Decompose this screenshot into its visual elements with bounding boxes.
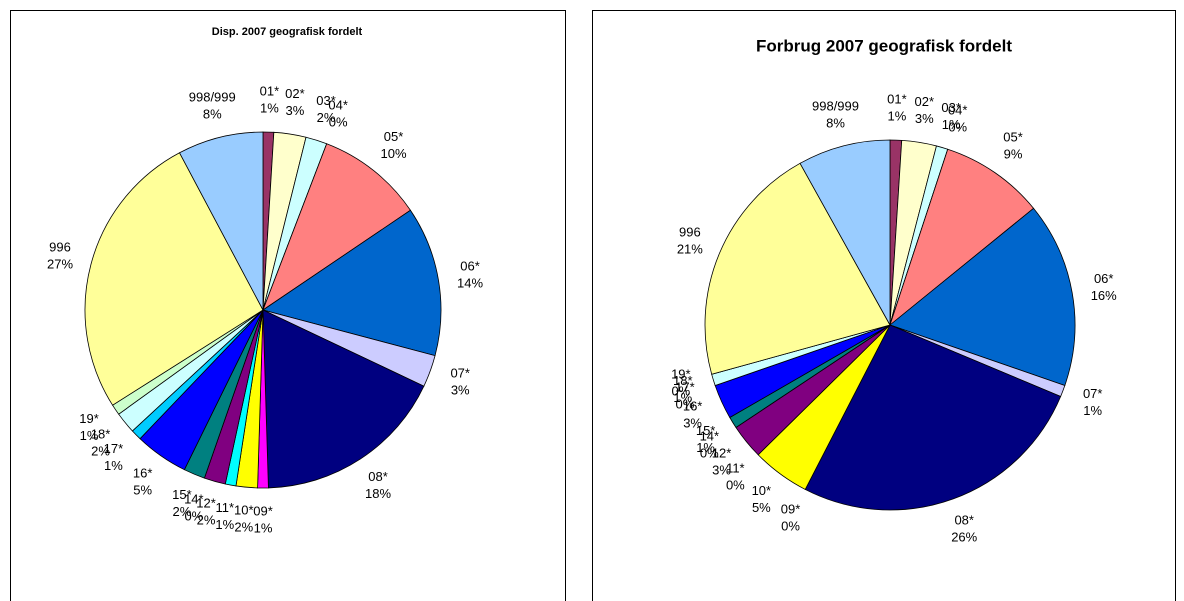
pie-slice xyxy=(262,309,425,489)
slice-label: 05* xyxy=(1003,130,1023,145)
slice-value-label: 1% xyxy=(254,520,273,535)
slice-value-label: 3% xyxy=(712,462,731,477)
slice-label: 996 xyxy=(49,240,71,255)
slice-label: 14* xyxy=(184,492,204,507)
slice-value-label: 0% xyxy=(700,446,719,461)
slice-label: 18* xyxy=(91,427,111,442)
slice-label: 12* xyxy=(712,445,732,460)
slice-label: 18* xyxy=(673,373,693,388)
pie-slice xyxy=(889,207,1076,387)
slice-label: 11* xyxy=(216,500,235,515)
pie-slice xyxy=(799,139,891,327)
slice-value-label: 0% xyxy=(329,114,348,129)
slice-value-label: 8% xyxy=(203,107,222,122)
slice-value-label: 2% xyxy=(197,513,216,528)
slice-value-label: 0% xyxy=(184,509,203,524)
slice-value-label: 1% xyxy=(104,458,123,473)
slice-value-label: 18% xyxy=(365,486,391,501)
slice-label: 08* xyxy=(954,512,974,527)
slice-label: 07* xyxy=(1083,386,1103,401)
slice-label: 16* xyxy=(133,466,153,481)
slice-value-label: 3% xyxy=(286,103,305,118)
slice-value-label: 3% xyxy=(915,111,934,126)
slice-value-label: 27% xyxy=(47,257,73,272)
slice-value-label: 1% xyxy=(80,428,99,443)
slice-label: 09* xyxy=(253,503,273,518)
slice-label: 11* xyxy=(726,461,745,476)
slice-label: 998/999 xyxy=(812,98,859,113)
slice-value-label: 0% xyxy=(671,383,690,398)
slice-value-label: 0% xyxy=(676,396,695,411)
slice-label: 03* xyxy=(316,93,336,108)
slice-label: 03* xyxy=(941,100,961,115)
slice-value-label: 21% xyxy=(677,242,703,257)
pie-slice xyxy=(179,131,264,311)
slice-label: 19* xyxy=(79,411,99,426)
slice-value-label: 14% xyxy=(457,275,483,290)
slice-value-label: 2% xyxy=(172,504,191,519)
slice-label: 996 xyxy=(679,225,701,240)
slice-value-label: 1% xyxy=(215,517,234,532)
slice-label: 02* xyxy=(915,94,935,109)
slice-value-label: 16% xyxy=(1091,288,1117,303)
slice-label: 06* xyxy=(1094,271,1114,286)
pie-slice xyxy=(84,152,264,406)
slice-label: 07* xyxy=(450,366,470,381)
pie-slice xyxy=(889,148,1035,327)
slice-value-label: 10% xyxy=(381,146,407,161)
slice-label: 04* xyxy=(948,102,968,117)
slice-value-label: 0% xyxy=(726,478,745,493)
slice-value-label: 0% xyxy=(781,518,800,533)
slice-label: 19* xyxy=(671,366,691,381)
pie-slice xyxy=(804,324,1062,511)
slice-value-label: 2% xyxy=(317,110,336,125)
slice-label: 08* xyxy=(368,469,388,484)
slice-value-label: 1% xyxy=(1083,403,1102,418)
slice-label: 06* xyxy=(460,258,480,273)
slice-value-label: 5% xyxy=(133,483,152,498)
slice-value-label: 0% xyxy=(948,119,967,134)
slice-label: 12* xyxy=(196,496,216,511)
slice-value-label: 1% xyxy=(260,101,279,116)
slice-label: 17* xyxy=(675,379,695,394)
slice-value-label: 1% xyxy=(887,109,906,124)
pie-slice xyxy=(262,209,442,357)
slice-label: 09* xyxy=(781,501,801,516)
slice-label: 01* xyxy=(260,84,280,99)
slice-value-label: 1% xyxy=(942,117,961,132)
slice-label: 05* xyxy=(384,129,404,144)
slice-label: 15* xyxy=(696,423,716,438)
slice-value-label: 8% xyxy=(826,115,845,130)
slice-value-label: 5% xyxy=(752,500,771,515)
slice-value-label: 26% xyxy=(951,529,977,544)
slice-value-label: 2% xyxy=(91,444,110,459)
slice-label: 998/999 xyxy=(189,90,236,105)
slice-label: 16* xyxy=(683,399,703,414)
chart-title: Disp. 2007 geografisk fordelt xyxy=(212,26,363,38)
pie-slice xyxy=(262,143,411,312)
chart-title: Forbrug 2007 geografisk fordelt xyxy=(756,36,1012,55)
slice-label: 01* xyxy=(887,92,907,107)
slice-value-label: 1% xyxy=(696,440,715,455)
slice-value-label: 9% xyxy=(1004,147,1023,162)
slice-value-label: 2% xyxy=(234,520,253,535)
slice-label: 10* xyxy=(752,483,772,498)
slice-value-label: 1% xyxy=(673,390,692,405)
pie-slice xyxy=(704,162,891,375)
slice-label: 02* xyxy=(285,86,305,101)
slice-label: 17* xyxy=(104,441,124,456)
slice-label: 15* xyxy=(172,487,192,502)
slice-label: 10* xyxy=(234,503,254,518)
slice-label: 14* xyxy=(700,429,720,444)
slice-value-label: 3% xyxy=(683,416,702,431)
slice-value-label: 3% xyxy=(451,383,470,398)
slice-label: 04* xyxy=(328,97,348,112)
